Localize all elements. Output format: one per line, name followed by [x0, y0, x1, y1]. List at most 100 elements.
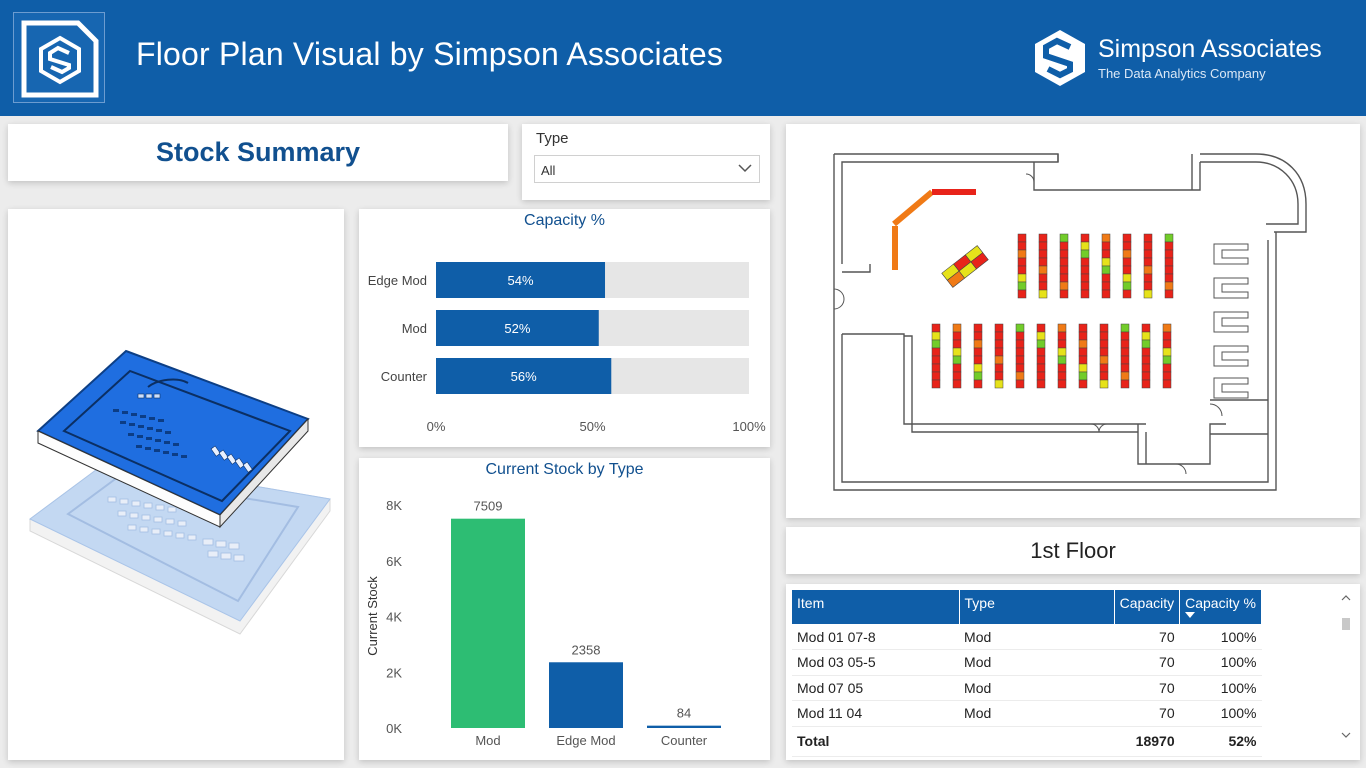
rack-slot[interactable] — [1038, 273, 1048, 283]
rack-slot[interactable] — [1122, 273, 1132, 283]
rack-slot[interactable] — [1122, 233, 1132, 243]
rack-slot[interactable] — [1164, 289, 1174, 299]
col-item-header[interactable]: Item — [792, 590, 960, 624]
rack-slot[interactable] — [1120, 355, 1130, 365]
rack-slot[interactable] — [1141, 355, 1151, 365]
rack-slot[interactable] — [1015, 339, 1025, 349]
rack-slot[interactable] — [1015, 347, 1025, 357]
rack-slot[interactable] — [1057, 339, 1067, 349]
rack-slot[interactable] — [1057, 347, 1067, 357]
rack-slot[interactable] — [1101, 249, 1111, 259]
rack-slot[interactable] — [1141, 347, 1151, 357]
stock-bar[interactable] — [451, 518, 525, 728]
rack-slot[interactable] — [1036, 371, 1046, 381]
rack-slot[interactable] — [931, 363, 941, 373]
rack-slot[interactable] — [973, 331, 983, 341]
rack-slot[interactable] — [1015, 379, 1025, 389]
rack-slot[interactable] — [1036, 379, 1046, 389]
rack-slot[interactable] — [1038, 265, 1048, 275]
rack-slot[interactable] — [1122, 265, 1132, 275]
rack-slot[interactable] — [1015, 371, 1025, 381]
island-slot[interactable] — [970, 252, 989, 270]
rack-slot[interactable] — [1164, 249, 1174, 259]
rack-slot[interactable] — [1162, 371, 1172, 381]
rack-slot[interactable] — [1099, 339, 1109, 349]
rack-slot[interactable] — [1101, 241, 1111, 251]
rack-slot[interactable] — [1141, 323, 1151, 333]
rack-slot[interactable] — [1080, 281, 1090, 291]
rack-slot[interactable] — [1036, 339, 1046, 349]
rack-slot[interactable] — [1099, 355, 1109, 365]
rack-slot[interactable] — [1122, 289, 1132, 299]
rack-slot[interactable] — [994, 379, 1004, 389]
rack-slot[interactable] — [1101, 257, 1111, 267]
rack-slot[interactable] — [1059, 233, 1069, 243]
rack-slot[interactable] — [1143, 289, 1153, 299]
rack-slot[interactable] — [994, 347, 1004, 357]
rack-slot[interactable] — [1017, 265, 1027, 275]
rack-slot[interactable] — [931, 331, 941, 341]
rack-slot[interactable] — [1078, 347, 1088, 357]
scroll-thumb[interactable] — [1342, 618, 1350, 630]
rack-slot[interactable] — [1057, 363, 1067, 373]
rack-slot[interactable] — [1017, 281, 1027, 291]
rack-slot[interactable] — [952, 371, 962, 381]
rack-slot[interactable] — [1164, 273, 1174, 283]
rack-slot[interactable] — [1162, 355, 1172, 365]
rack-slot[interactable] — [931, 339, 941, 349]
rack-slot[interactable] — [1057, 323, 1067, 333]
rack-slot[interactable] — [1057, 379, 1067, 389]
rack-slot[interactable] — [1162, 323, 1172, 333]
rack-slot[interactable] — [1059, 249, 1069, 259]
stock-bar[interactable] — [549, 662, 623, 728]
rack-slot[interactable] — [1036, 347, 1046, 357]
rack-slot[interactable] — [1143, 281, 1153, 291]
rack-slot[interactable] — [1101, 265, 1111, 275]
rack-slot[interactable] — [1099, 371, 1109, 381]
rack-slot[interactable] — [1120, 339, 1130, 349]
rack-slot[interactable] — [931, 355, 941, 365]
rack-slot[interactable] — [952, 347, 962, 357]
rack-slot[interactable] — [1059, 265, 1069, 275]
rack-slot[interactable] — [1057, 355, 1067, 365]
type-dropdown[interactable]: All — [534, 155, 760, 183]
rack-slot[interactable] — [1078, 371, 1088, 381]
rack-slot[interactable] — [1038, 257, 1048, 267]
rack-slot[interactable] — [1120, 347, 1130, 357]
table-row[interactable]: Mod 03 05-5 Mod 70 100% — [792, 649, 1262, 676]
rack-slot[interactable] — [1120, 331, 1130, 341]
rack-slot[interactable] — [1036, 331, 1046, 341]
rack-slot[interactable] — [1078, 331, 1088, 341]
rack-slot[interactable] — [1162, 363, 1172, 373]
rack-slot[interactable] — [1080, 249, 1090, 259]
rack-slot[interactable] — [973, 355, 983, 365]
stock-bar[interactable] — [647, 725, 721, 728]
rack-slot[interactable] — [1164, 281, 1174, 291]
col-type-header[interactable]: Type — [959, 590, 1115, 624]
rack-slot[interactable] — [994, 331, 1004, 341]
rack-slot[interactable] — [1038, 289, 1048, 299]
rack-slot[interactable] — [1038, 281, 1048, 291]
edge-mod-segment[interactable] — [892, 189, 934, 227]
rack-slot[interactable] — [952, 379, 962, 389]
floor-3d-image[interactable] — [8, 209, 344, 760]
rack-slot[interactable] — [1101, 233, 1111, 243]
rack-slot[interactable] — [1141, 379, 1151, 389]
rack-slot[interactable] — [1078, 355, 1088, 365]
rack-slot[interactable] — [1122, 241, 1132, 251]
rack-slot[interactable] — [1122, 281, 1132, 291]
rack-slot[interactable] — [973, 339, 983, 349]
rack-slot[interactable] — [1120, 371, 1130, 381]
capacity-bar[interactable] — [436, 262, 606, 298]
rack-slot[interactable] — [1099, 347, 1109, 357]
rack-slot[interactable] — [1164, 265, 1174, 275]
rack-slot[interactable] — [973, 379, 983, 389]
rack-slot[interactable] — [1080, 289, 1090, 299]
rack-slot[interactable] — [1162, 339, 1172, 349]
rack-slot[interactable] — [1080, 233, 1090, 243]
rack-slot[interactable] — [1080, 265, 1090, 275]
rack-slot[interactable] — [1059, 281, 1069, 291]
rack-slot[interactable] — [1162, 331, 1172, 341]
rack-slot[interactable] — [952, 323, 962, 333]
rack-slot[interactable] — [1120, 323, 1130, 333]
